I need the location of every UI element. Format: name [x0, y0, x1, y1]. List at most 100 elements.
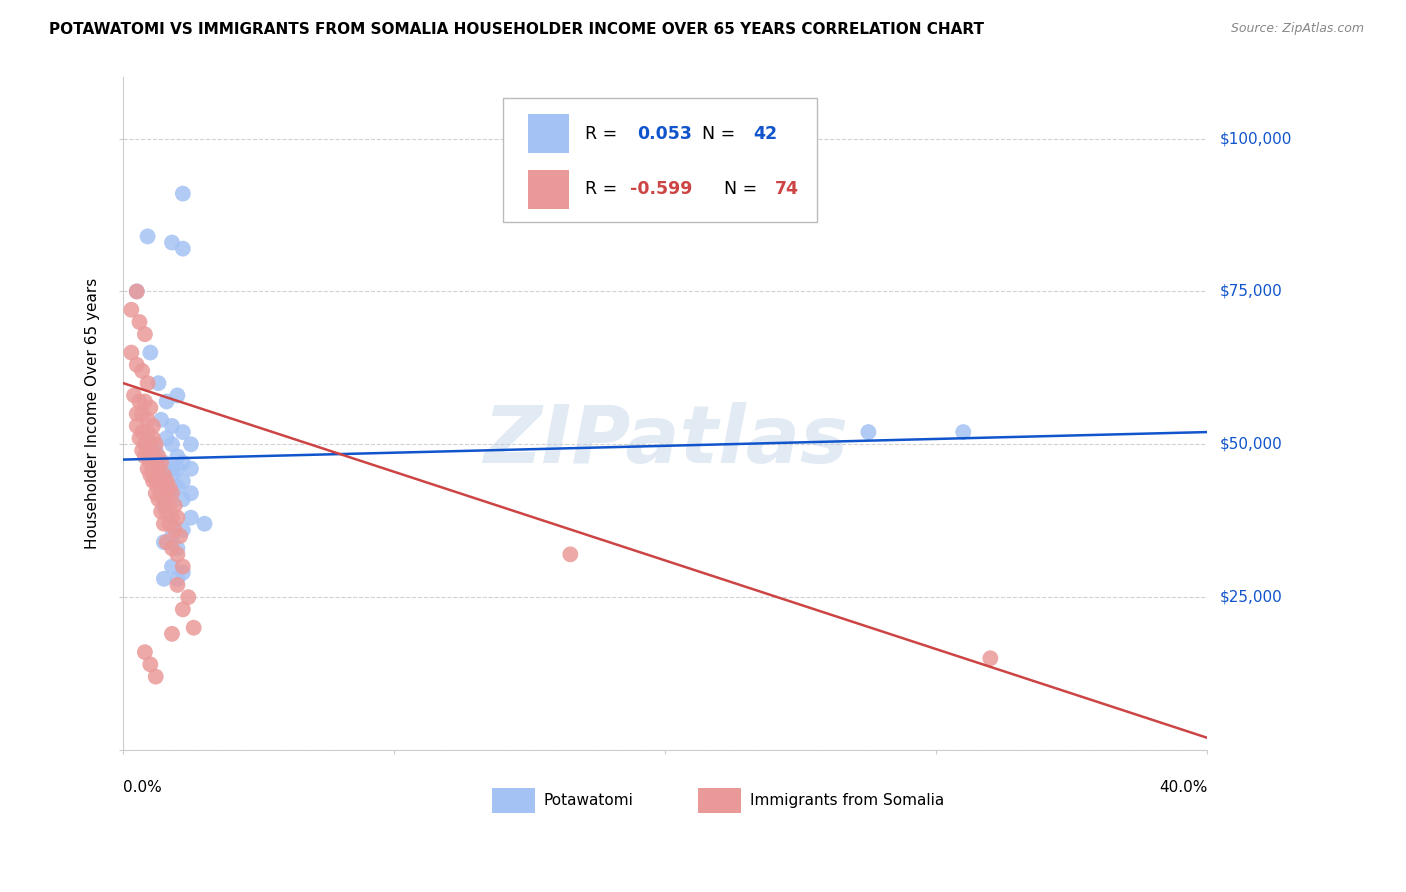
Point — [145, 486, 167, 500]
Point — [166, 461, 188, 475]
Point — [172, 474, 194, 488]
Point — [979, 651, 1001, 665]
Point — [150, 474, 173, 488]
Point — [183, 621, 205, 635]
Point — [153, 572, 176, 586]
Point — [125, 358, 148, 372]
Point — [180, 510, 202, 524]
Point — [166, 578, 188, 592]
Point — [153, 535, 176, 549]
Point — [145, 670, 167, 684]
Point — [157, 480, 180, 494]
Point — [136, 413, 159, 427]
Point — [193, 516, 215, 531]
Point — [858, 425, 880, 439]
Point — [160, 235, 183, 250]
Text: $100,000: $100,000 — [1220, 131, 1292, 146]
Point — [136, 443, 159, 458]
Point — [160, 627, 183, 641]
Point — [153, 474, 176, 488]
Point — [122, 388, 145, 402]
Point — [172, 425, 194, 439]
Point — [169, 529, 191, 543]
Point — [157, 499, 180, 513]
Point — [180, 437, 202, 451]
Point — [157, 516, 180, 531]
Point — [166, 541, 188, 556]
Text: -0.599: -0.599 — [630, 180, 693, 198]
Point — [155, 431, 177, 445]
Point — [160, 461, 183, 475]
Text: $50,000: $50,000 — [1220, 437, 1282, 451]
Point — [125, 285, 148, 299]
Point — [160, 529, 183, 543]
Point — [148, 492, 170, 507]
Point — [150, 504, 173, 518]
Point — [139, 345, 162, 359]
Point — [177, 590, 200, 604]
Y-axis label: Householder Income Over 65 years: Householder Income Over 65 years — [86, 278, 100, 549]
Point — [139, 657, 162, 672]
Point — [155, 535, 177, 549]
Point — [163, 523, 186, 537]
Point — [172, 492, 194, 507]
Point — [150, 413, 173, 427]
Text: POTAWATOMI VS IMMIGRANTS FROM SOMALIA HOUSEHOLDER INCOME OVER 65 YEARS CORRELATI: POTAWATOMI VS IMMIGRANTS FROM SOMALIA HO… — [49, 22, 984, 37]
Point — [120, 302, 142, 317]
Text: $25,000: $25,000 — [1220, 590, 1282, 605]
Text: Immigrants from Somalia: Immigrants from Somalia — [749, 793, 943, 808]
Point — [180, 461, 202, 475]
Point — [155, 394, 177, 409]
Point — [128, 315, 150, 329]
Point — [166, 547, 188, 561]
Point — [128, 394, 150, 409]
Point — [172, 602, 194, 616]
Point — [180, 486, 202, 500]
Point — [131, 364, 153, 378]
Point — [172, 242, 194, 256]
Point — [139, 467, 162, 482]
Point — [134, 437, 156, 451]
Point — [155, 486, 177, 500]
Text: R =: R = — [585, 180, 623, 198]
Point — [160, 467, 183, 482]
Point — [142, 474, 165, 488]
Point — [142, 450, 165, 464]
FancyBboxPatch shape — [502, 97, 817, 222]
Point — [952, 425, 974, 439]
Point — [148, 376, 170, 391]
Point — [128, 431, 150, 445]
FancyBboxPatch shape — [492, 788, 536, 814]
Point — [125, 407, 148, 421]
Point — [153, 516, 176, 531]
Point — [131, 407, 153, 421]
Text: 74: 74 — [775, 180, 799, 198]
Point — [134, 450, 156, 464]
Text: N =: N = — [692, 125, 741, 143]
Point — [148, 461, 170, 475]
Point — [145, 474, 167, 488]
Point — [155, 504, 177, 518]
Point — [150, 456, 173, 470]
Point — [131, 425, 153, 439]
Text: Potawatomi: Potawatomi — [544, 793, 634, 808]
Point — [136, 425, 159, 439]
Point — [172, 559, 194, 574]
Point — [153, 492, 176, 507]
Point — [160, 486, 183, 500]
Point — [134, 394, 156, 409]
Point — [172, 456, 194, 470]
Point — [172, 566, 194, 580]
Point — [166, 388, 188, 402]
Point — [160, 559, 183, 574]
Text: R =: R = — [585, 125, 628, 143]
Point — [172, 186, 194, 201]
Point — [150, 486, 173, 500]
Text: 40.0%: 40.0% — [1159, 780, 1208, 796]
Text: ZIPatlas: ZIPatlas — [482, 401, 848, 480]
Point — [148, 450, 170, 464]
Point — [155, 474, 177, 488]
Point — [139, 437, 162, 451]
Point — [153, 480, 176, 494]
Point — [160, 510, 183, 524]
